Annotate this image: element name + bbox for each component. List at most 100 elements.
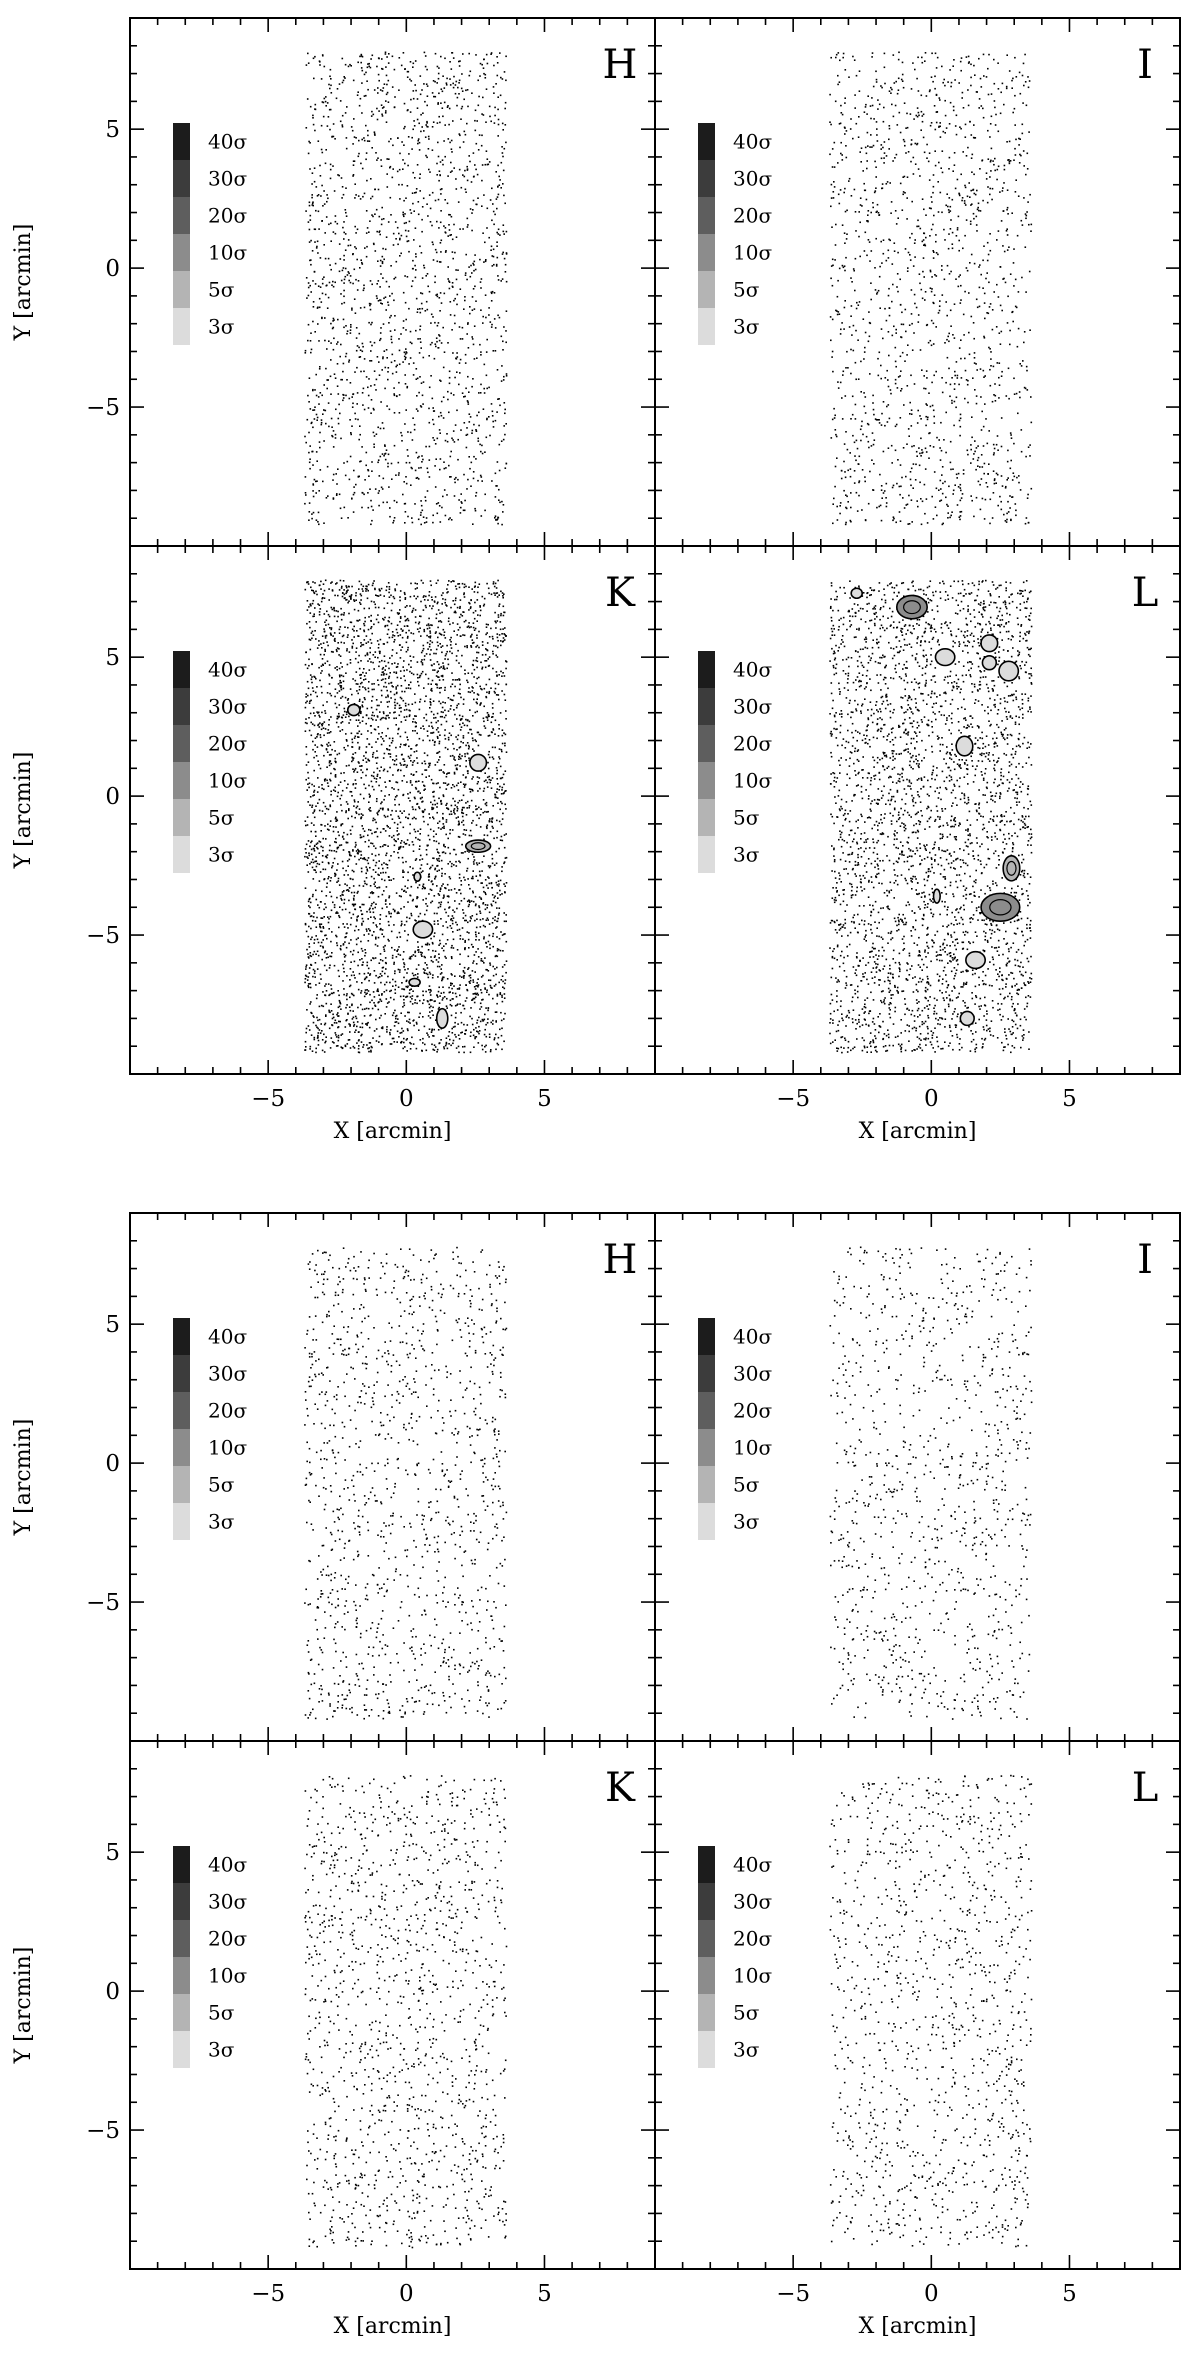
data-point [465, 619, 467, 622]
data-point [914, 163, 917, 165]
data-point [393, 635, 396, 637]
data-point [431, 397, 434, 400]
data-point [955, 473, 958, 476]
data-point [383, 950, 386, 952]
data-point [975, 395, 978, 397]
data-point [338, 667, 341, 670]
data-point [328, 918, 330, 920]
data-point [362, 404, 364, 406]
data-point [420, 130, 422, 133]
data-point [426, 967, 429, 969]
data-point [419, 245, 421, 248]
data-point [972, 377, 974, 379]
data-point [423, 264, 425, 267]
data-point [375, 378, 378, 381]
data-point [369, 220, 371, 222]
data-point [319, 734, 322, 736]
data-point [475, 429, 477, 431]
data-point [956, 374, 959, 377]
data-point [321, 663, 324, 666]
data-point [373, 1030, 376, 1032]
data-point [367, 492, 369, 494]
data-point [406, 240, 409, 243]
data-point [487, 753, 490, 756]
data-point [417, 308, 419, 310]
data-point [422, 739, 424, 742]
data-point [359, 460, 361, 463]
data-point [344, 936, 346, 939]
data-point [398, 412, 401, 414]
data-point [433, 652, 435, 655]
data-point [431, 341, 433, 344]
data-point [402, 168, 404, 170]
data-point [426, 120, 428, 123]
data-point [952, 489, 955, 492]
data-point [472, 199, 475, 202]
data-point [1009, 160, 1012, 162]
data-point [479, 392, 482, 394]
data-point [349, 281, 352, 284]
data-point [871, 104, 874, 107]
data-point [454, 297, 456, 300]
data-point [360, 733, 363, 735]
data-point [376, 118, 379, 121]
data-point [465, 919, 467, 922]
data-point [1020, 429, 1023, 431]
data-point [929, 269, 932, 272]
data-point [960, 57, 963, 59]
data-point [930, 76, 933, 78]
data-point [1008, 70, 1011, 72]
data-point [987, 93, 990, 96]
data-point [379, 265, 382, 267]
data-point [346, 379, 348, 381]
data-point [505, 462, 508, 465]
data-point [841, 159, 844, 161]
data-point [336, 647, 339, 649]
data-point [992, 365, 995, 368]
data-point [405, 619, 408, 621]
data-point [982, 445, 985, 447]
data-point [304, 352, 307, 354]
data-point [909, 471, 912, 473]
data-point [930, 319, 933, 322]
data-point [944, 114, 947, 117]
data-point [952, 468, 954, 470]
data-point [376, 230, 378, 233]
data-point [840, 141, 842, 144]
data-point [356, 345, 359, 347]
data-point [502, 155, 504, 158]
data-point [319, 722, 321, 724]
data-point [333, 337, 335, 340]
data-point [385, 449, 388, 451]
data-point [490, 1049, 492, 1051]
data-point [428, 138, 430, 140]
data-point [1009, 329, 1011, 332]
data-point [948, 233, 950, 235]
data-point [407, 136, 410, 138]
data-point [415, 188, 418, 190]
data-point [990, 358, 992, 360]
data-point [971, 436, 973, 439]
data-point [322, 846, 324, 849]
data-point [337, 726, 340, 728]
data-point [492, 86, 495, 88]
data-point [1009, 495, 1011, 497]
data-point [356, 732, 358, 735]
data-point [320, 78, 323, 80]
data-point [308, 967, 311, 969]
data-point [322, 115, 325, 118]
data-point [1019, 153, 1021, 156]
data-point [386, 91, 389, 94]
data-point [454, 975, 456, 977]
data-point [498, 184, 501, 186]
data-point [494, 114, 496, 117]
data-point [498, 912, 500, 915]
data-point [369, 488, 371, 490]
data-point [884, 424, 886, 427]
data-point [378, 230, 381, 232]
data-point [367, 407, 370, 409]
data-point [352, 393, 354, 396]
data-point [494, 496, 497, 498]
data-point [463, 1007, 466, 1010]
data-point [378, 490, 380, 492]
